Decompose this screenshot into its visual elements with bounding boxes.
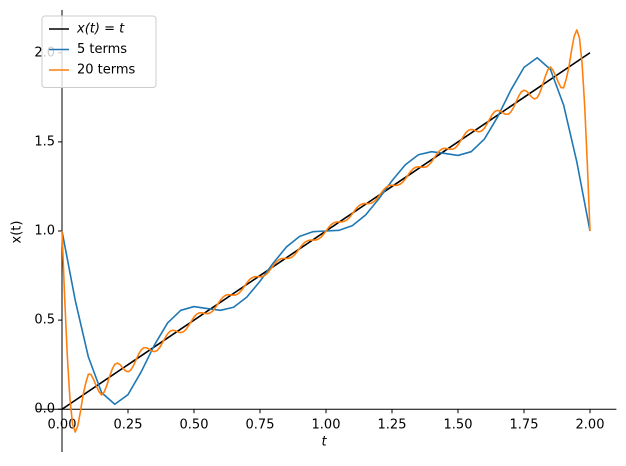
- y-tick-label: 0.5: [34, 313, 55, 328]
- x-tick-label: 1.75: [510, 418, 539, 433]
- x-tick-label: 0.25: [114, 418, 143, 433]
- y-tick-label: 1.5: [34, 134, 55, 149]
- x-tick-label: 2.00: [576, 418, 605, 433]
- legend-label: 5 terms: [77, 42, 127, 57]
- x-tick-label: 0.00: [48, 418, 77, 433]
- x-tick-label: 1.50: [444, 418, 473, 433]
- legend-label: x(t) = t: [76, 22, 125, 37]
- x-tick-label: 1.25: [378, 418, 407, 433]
- legend-label: 20 terms: [77, 63, 136, 78]
- x-tick-label: 1.00: [312, 418, 341, 433]
- y-tick-label: 0.0: [34, 402, 55, 417]
- series-line: [61, 29, 591, 433]
- x-axis-label: t: [321, 435, 327, 450]
- legend: x(t) = t 5 terms 20 terms: [41, 15, 157, 88]
- x-tick-label: 0.75: [246, 418, 275, 433]
- y-axis-label: x(t): [10, 221, 25, 244]
- x-tick-label: 0.50: [180, 418, 209, 433]
- y-tick-label: 1.0: [34, 224, 55, 239]
- legend-box: [41, 15, 157, 88]
